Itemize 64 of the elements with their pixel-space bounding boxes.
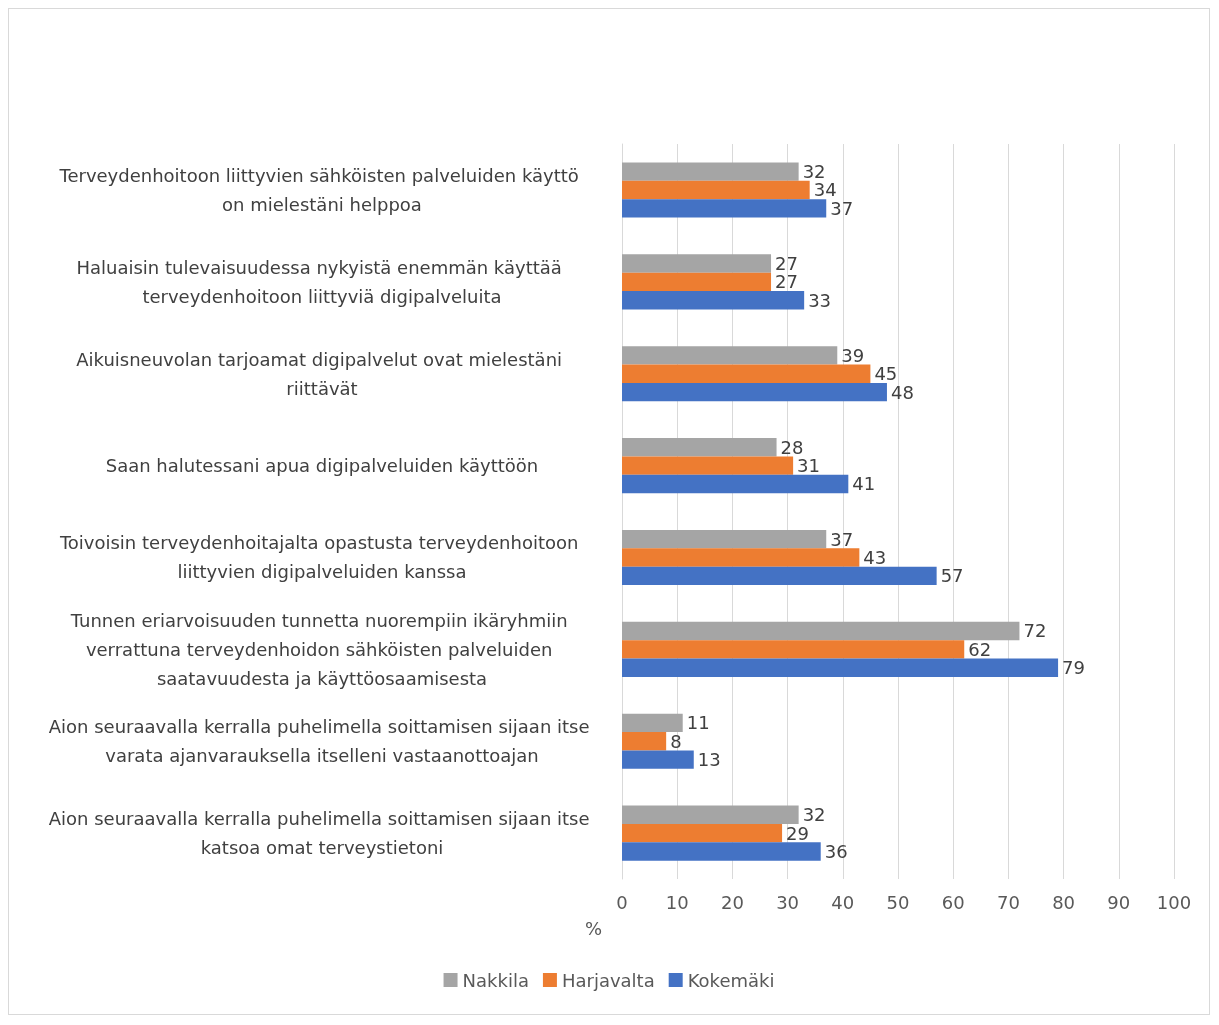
y-tick-label: Aikuisneuvolan tarjoamat digipalvelut ovat mielestäni riittävät — [76, 348, 568, 399]
y-tick-label: Aion seuraavalla kerralla puhelimella soittamisen sijaan itse katsoa omat terveystietoni — [48, 808, 596, 859]
bar — [622, 823, 783, 843]
data-label: 27 — [775, 252, 798, 274]
x-tick-label: 100 — [1156, 891, 1192, 913]
x-tick-label: 40 — [831, 891, 855, 913]
x-tick-label: 90 — [1107, 891, 1131, 913]
data-label: 11 — [686, 712, 710, 734]
bar — [622, 382, 887, 402]
bar — [622, 548, 860, 567]
data-label: 39 — [841, 344, 865, 366]
bar — [622, 456, 794, 475]
bar — [622, 621, 1020, 641]
bar — [622, 713, 683, 732]
y-tick-label: Terveydenhoitoon liittyvien sähköisten palveluiden käyttö on mielestäni helppoa — [58, 164, 585, 215]
bar — [622, 180, 810, 200]
bar — [622, 162, 799, 181]
y-axis-title: % — [584, 917, 602, 939]
x-tick-label: 10 — [665, 891, 689, 913]
bar — [622, 291, 805, 310]
y-tick-label: Saan halutessani apua digipalveluiden käyttöön — [105, 455, 539, 477]
bar — [622, 658, 1059, 677]
y-tick-label: Tunnen eriarvoisuuden tunnetta nuorempiin ikäryhmiin verrattuna terveydenhoidon sähköisten palveluiden saatavuudesta ja käyttöosaamisesta — [69, 609, 574, 689]
legend-label: Nakkila — [462, 969, 529, 991]
data-label: 57 — [940, 565, 964, 587]
x-tick-label: 0 — [616, 891, 628, 913]
x-tick-label: 60 — [941, 891, 965, 913]
data-label: 72 — [1023, 620, 1047, 642]
legend-label: Kokemäki — [687, 969, 775, 991]
x-tick-label: 20 — [720, 891, 744, 913]
data-label: 27 — [775, 271, 798, 293]
data-label: 31 — [797, 455, 821, 477]
data-label: 13 — [697, 749, 721, 771]
bar — [622, 732, 667, 751]
data-label: 79 — [1062, 657, 1085, 679]
bar — [622, 346, 838, 365]
bar — [622, 474, 849, 494]
x-tick-label: 30 — [776, 891, 800, 913]
bar — [622, 199, 827, 218]
bar — [622, 640, 965, 659]
bar — [622, 805, 799, 824]
data-label: 41 — [852, 473, 876, 495]
bar — [622, 750, 694, 769]
bar — [622, 254, 772, 273]
data-label: 33 — [808, 289, 832, 311]
data-label: 28 — [780, 436, 804, 458]
bar — [622, 529, 827, 549]
bar — [622, 364, 871, 383]
data-label: 8 — [670, 730, 682, 752]
data-label: 36 — [824, 840, 848, 862]
y-tick-label: Aion seuraavalla kerralla puhelimella soittamisen sijaan itse varata ajanvarauksella itselleni vastaanottoajan — [48, 716, 596, 767]
bar — [622, 272, 772, 291]
x-tick-label: 70 — [996, 891, 1020, 913]
x-tick-label: 50 — [886, 891, 910, 913]
data-label: 43 — [863, 546, 887, 568]
bar — [622, 842, 821, 861]
x-tick-label: 80 — [1052, 891, 1076, 913]
legend-label: Harjavalta — [561, 969, 655, 991]
y-tick-label: Toivoisin terveydenhoitajalta opastusta terveydenhoitoon liittyvien digipalveluiden kanssa — [58, 532, 585, 583]
data-label: 37 — [830, 528, 854, 550]
bar — [622, 438, 777, 457]
data-label: 62 — [968, 638, 992, 660]
bar — [622, 566, 937, 585]
y-tick-label: Haluaisin tulevaisuudessa nykyistä enemmän käyttää terveydenhoitoon liittyviä digipalveluita — [76, 256, 568, 307]
